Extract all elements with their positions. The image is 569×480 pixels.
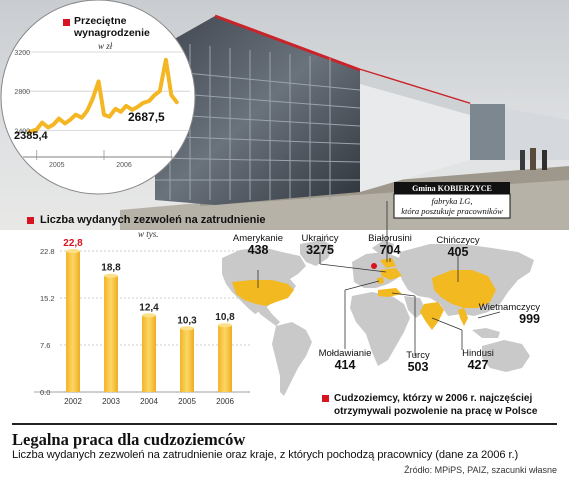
map-leader-lines: [257, 201, 501, 356]
map-land-australia: [482, 340, 530, 372]
inset-y-tick: 2800: [14, 89, 30, 96]
bar-chart-title: Liczba wydanych zezwoleń na zatrudnienie: [40, 214, 266, 226]
country-value: 503: [408, 360, 429, 374]
bar-value-label: 18,8: [101, 263, 121, 274]
inset-title-marker: [63, 19, 70, 26]
map-india: [420, 302, 444, 330]
footer-title: Legalna praca dla cudzoziemców: [12, 430, 246, 449]
map-land-scandinavia: [372, 240, 394, 256]
country-name: Białorusini: [368, 233, 412, 244]
country-name: Chińczycy: [436, 235, 480, 246]
bar-cap: [180, 326, 194, 331]
permits-bar-chart: Liczba wydanych zezwoleń na zatrudnienie…: [27, 214, 266, 406]
country-name: Ukraińcy: [302, 233, 339, 244]
bar-2004: [142, 315, 156, 392]
bar-cap: [104, 273, 118, 278]
kobierzyce-callout: Gmina KOBIERZYCE fabryka LG, która poszu…: [393, 182, 511, 219]
bar-2002: [66, 251, 80, 392]
map-legend: Cudzoziemcy, którzy w 2006 r. najczęście…: [322, 393, 538, 417]
country-value: 414: [335, 358, 356, 372]
country-name: Wietnamczycy: [479, 302, 540, 313]
bar-chart-unit: w tys.: [138, 229, 159, 239]
map-land-indonesia: [472, 328, 500, 338]
inset-x-tick: 2006: [116, 162, 132, 169]
country-name: Hindusi: [462, 348, 494, 359]
legend-line-2: otrzymywali pozwolenie na pracę w Polsce: [334, 406, 538, 417]
wage-line: [28, 57, 179, 134]
bar-y-tick: 7.6: [40, 341, 50, 350]
map-land-greenland: [300, 240, 334, 266]
map-usa: [232, 280, 294, 306]
bar-cap: [218, 323, 232, 328]
inset-y-tick: 3200: [14, 50, 30, 57]
bar-value-label: 12,4: [139, 302, 159, 313]
inset-x-tick: 2005: [49, 162, 65, 169]
country-value: 704: [380, 243, 401, 257]
bar-x-tick: 2005: [178, 397, 196, 406]
country-value: 405: [448, 245, 469, 259]
map-land-africa: [350, 292, 410, 366]
bar-2003: [104, 275, 118, 392]
country-value: 999: [519, 312, 540, 326]
footer-subtitle: Liczba wydanych zezwoleń na zatrudnienie…: [12, 449, 519, 461]
bar-2005: [180, 328, 194, 392]
bar-x-tick: 2006: [216, 397, 234, 406]
map-land-central-america: [256, 306, 280, 326]
bar-y-tick: 0.0: [40, 388, 50, 397]
callout-title: Gmina KOBIERZYCE: [412, 184, 492, 193]
map-vietnam: [458, 308, 468, 326]
country-name: Mołdawianie: [319, 348, 372, 359]
bar-value-label: 22,8: [63, 238, 83, 249]
inset-title-line-2: wynagrodzenie: [73, 27, 150, 39]
bar-2006: [218, 325, 232, 392]
country-value: 427: [468, 358, 489, 372]
map-land-south-america: [272, 322, 312, 396]
footer-rule: [12, 423, 557, 425]
bar-cap: [66, 249, 80, 253]
bar-x-tick: 2004: [140, 397, 158, 406]
callout-text-line-1: fabryka LG,: [431, 196, 472, 206]
bar-value-label: 10,3: [177, 315, 197, 326]
map-china: [432, 270, 496, 308]
bar-value-label: 10,8: [215, 312, 235, 323]
inset-unit: w zł: [98, 41, 113, 51]
map-turkey: [378, 288, 402, 297]
country-value: 438: [248, 243, 269, 257]
country-value: 3275: [306, 243, 334, 257]
legend-line-1: Cudzoziemcy, którzy w 2006 r. najczęście…: [334, 393, 532, 404]
bar-x-tick: 2003: [102, 397, 120, 406]
map-moldova: [377, 277, 384, 284]
wage-inset: 200520062007 Przeciętne wynagrodzenie w …: [0, 0, 196, 195]
wage-start-label: 2385,4: [14, 130, 49, 142]
map-ukraine: [380, 268, 402, 280]
inset-y-tick: 2400: [14, 128, 30, 135]
bar-y-tick: 22.8: [40, 247, 55, 256]
footer-source: Źródło: MPiPS, PAIZ, szacunki własne: [404, 465, 557, 475]
wage-end-label: 2687,5: [128, 110, 165, 124]
callout-text-line-2: która poszukuje pracowników: [401, 206, 503, 216]
map-poland-marker: [371, 263, 377, 269]
bar-title-marker: [27, 217, 34, 224]
bar-cap: [142, 313, 156, 318]
country-name: Amerykanie: [233, 233, 283, 244]
inset-title-line-1: Przeciętne: [74, 15, 127, 27]
bar-x-tick: 2002: [64, 397, 82, 406]
country-name: Turcy: [406, 350, 430, 361]
bar-y-tick: 15.2: [40, 294, 55, 303]
map-belarus: [380, 258, 396, 268]
